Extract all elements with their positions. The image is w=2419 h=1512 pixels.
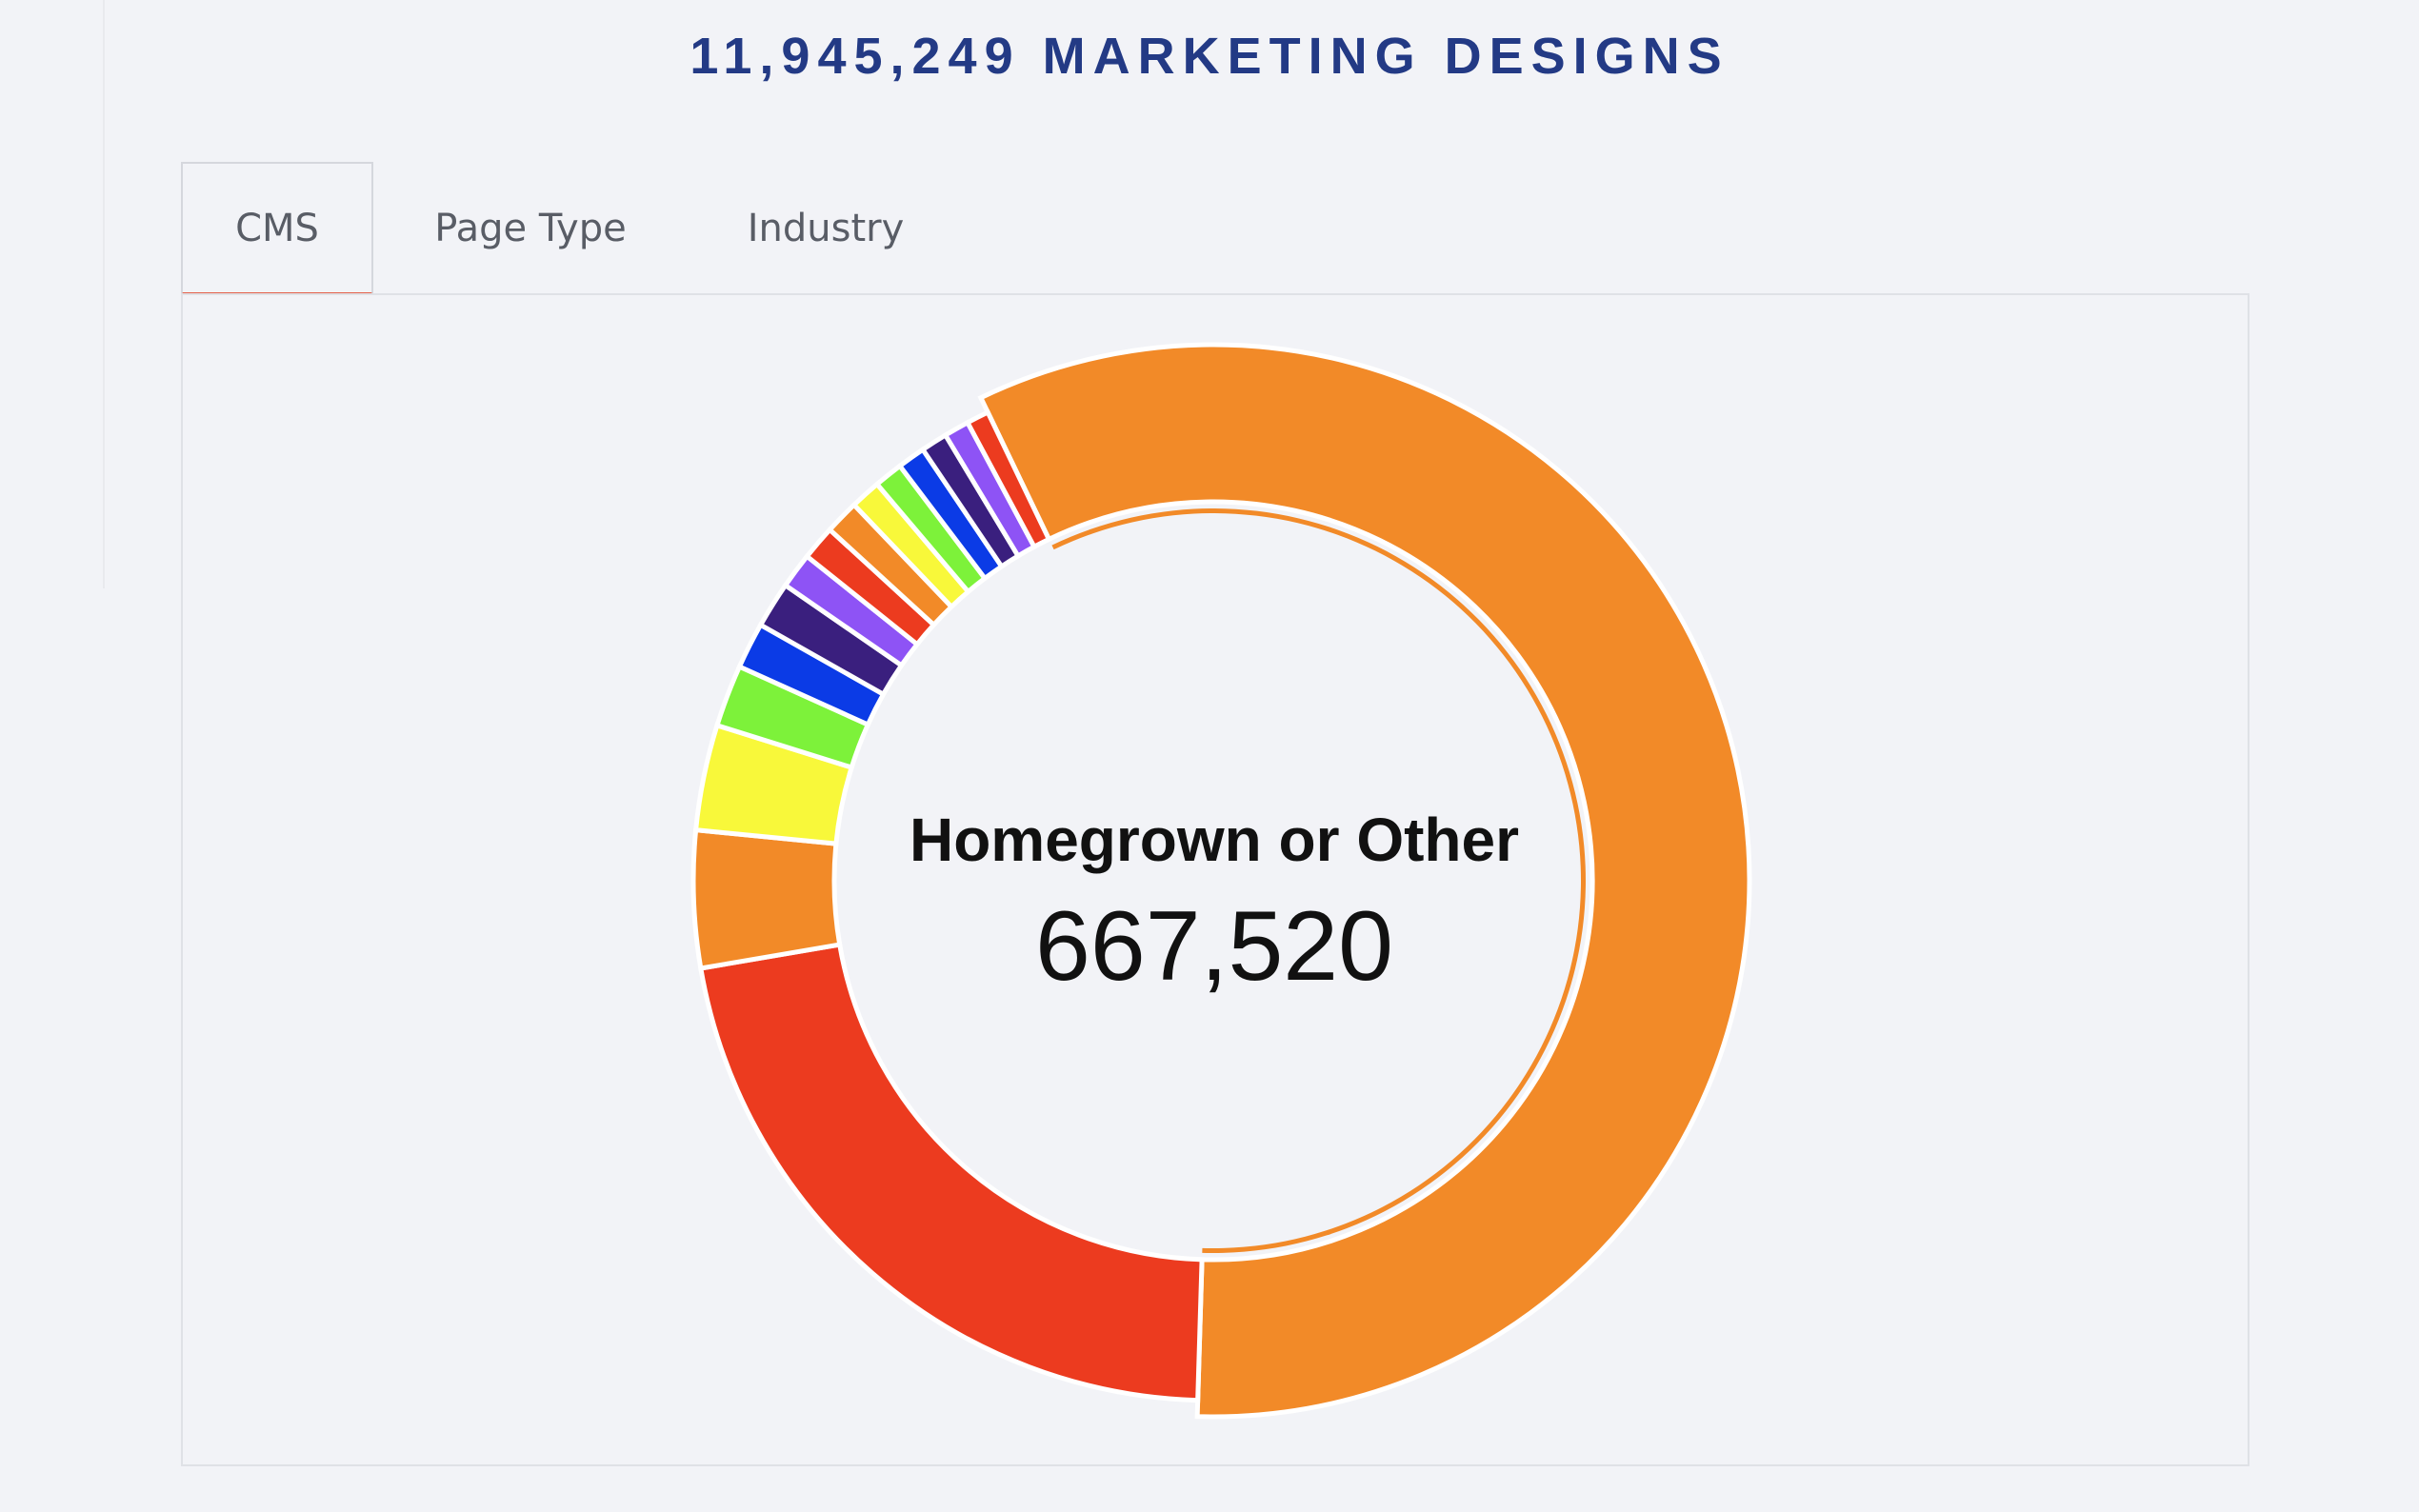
left-strip	[0, 0, 105, 588]
donut-center-value: 667,520	[1035, 891, 1393, 1002]
chart-panel	[181, 293, 2249, 1466]
tab-industry[interactable]: Industry	[747, 207, 905, 250]
donut-segment-0[interactable]	[977, 342, 1752, 1420]
tab-page-type[interactable]: Page Type	[434, 207, 627, 250]
donut-center-label: Homegrown or Other	[909, 806, 1520, 874]
donut-segment-15[interactable]	[964, 408, 1052, 550]
donut-segment-1[interactable]	[697, 942, 1205, 1403]
tab-cms[interactable]: CMS	[181, 162, 373, 295]
donut-segment-2[interactable]	[690, 826, 843, 971]
page-title: 11,945,249 MARKETING DESIGNS	[690, 28, 1729, 85]
tab-bar: CMS Page Type Industry	[181, 162, 964, 295]
